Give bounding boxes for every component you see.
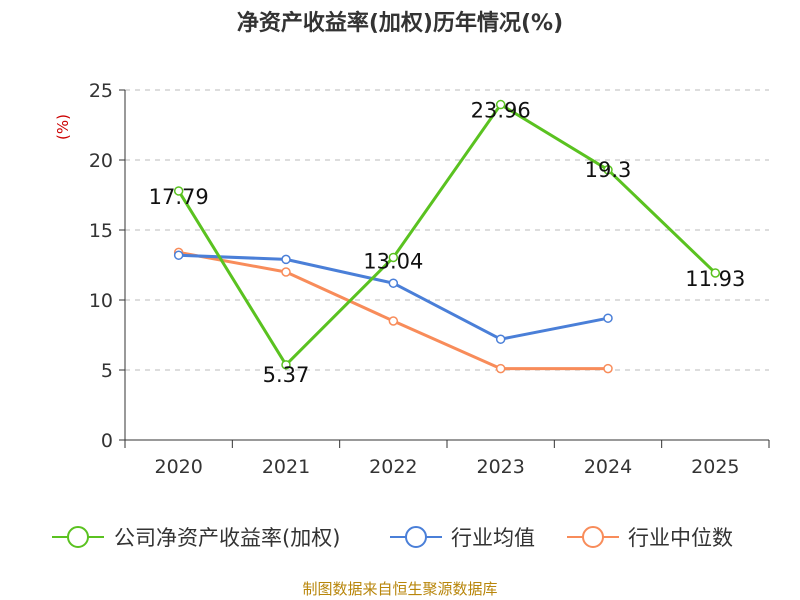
legend[interactable]: 公司净资产收益率(加权) 行业均值 行业中位数 (52, 526, 733, 550)
data-point-1-2024[interactable] (603, 313, 613, 323)
series-2 (173, 247, 613, 374)
legend-label-1: 行业均值 (451, 526, 535, 550)
series-group (173, 99, 721, 374)
legend-item-2[interactable]: 行业中位数 (567, 526, 733, 550)
data-label-2024: 19.3 (585, 158, 632, 182)
x-tick-label-2020: 2020 (154, 456, 202, 478)
data-point-2-2024[interactable] (603, 363, 613, 374)
data-point-1-2023[interactable] (495, 334, 506, 344)
y-tick-label-20: 20 (89, 150, 113, 172)
x-tick-label-2025: 2025 (691, 456, 739, 478)
grid-lines (125, 89, 769, 371)
y-tick-label-10: 10 (89, 290, 113, 312)
data-source-note: 制图数据来自恒生聚源数据库 (302, 580, 497, 598)
data-point-1-2022[interactable] (388, 278, 399, 288)
series-line-0 (177, 103, 717, 367)
data-label-2020: 17.79 (149, 185, 209, 209)
series-1 (173, 250, 613, 344)
data-labels: 17.79 5.37 13.04 23.96 19.3 11.93 (149, 99, 746, 387)
y-tick-label-15: 15 (89, 220, 113, 242)
legend-item-1[interactable]: 行业均值 (390, 526, 535, 550)
data-label-2025: 11.93 (685, 267, 745, 291)
y-tick-label-0: 0 (101, 430, 113, 452)
legend-marker-0 (67, 526, 89, 548)
y-tick-label-5: 5 (101, 360, 113, 382)
data-point-1-2021[interactable] (281, 254, 291, 265)
data-point-0-2025[interactable] (710, 268, 721, 278)
data-point-2-2022[interactable] (388, 316, 399, 326)
series-0 (173, 99, 721, 370)
data-point-0-2024[interactable] (603, 165, 613, 175)
legend-marker-1 (405, 526, 427, 548)
data-point-0-2021[interactable] (281, 360, 291, 370)
data-label-2023: 23.96 (471, 99, 531, 123)
x-tick-label-2021: 2021 (262, 456, 310, 478)
data-label-2021: 5.37 (263, 363, 310, 387)
chart-title: 净资产收益率(加权)历年情况(%) (237, 10, 563, 36)
legend-label-2: 行业中位数 (628, 526, 733, 550)
data-point-2-2021[interactable] (281, 267, 291, 277)
y-axis-unit-label: (%) (54, 114, 72, 140)
data-point-0-2020[interactable] (173, 186, 184, 196)
legend-marker-2 (582, 526, 604, 548)
legend-item-0[interactable]: 公司净资产收益率(加权) (52, 526, 340, 550)
data-point-2-2023[interactable] (495, 363, 506, 374)
data-point-1-2020[interactable] (173, 250, 184, 260)
legend-label-0: 公司净资产收益率(加权) (114, 526, 340, 550)
x-tick-label-2023: 2023 (476, 456, 524, 478)
x-tick-label-2022: 2022 (369, 456, 417, 478)
x-tick-label-2024: 2024 (584, 456, 632, 478)
data-label-2022: 13.04 (363, 249, 423, 273)
y-tick-label-25: 25 (89, 80, 113, 102)
data-point-0-2022[interactable] (388, 252, 399, 263)
data-point-0-2023[interactable] (495, 99, 506, 110)
